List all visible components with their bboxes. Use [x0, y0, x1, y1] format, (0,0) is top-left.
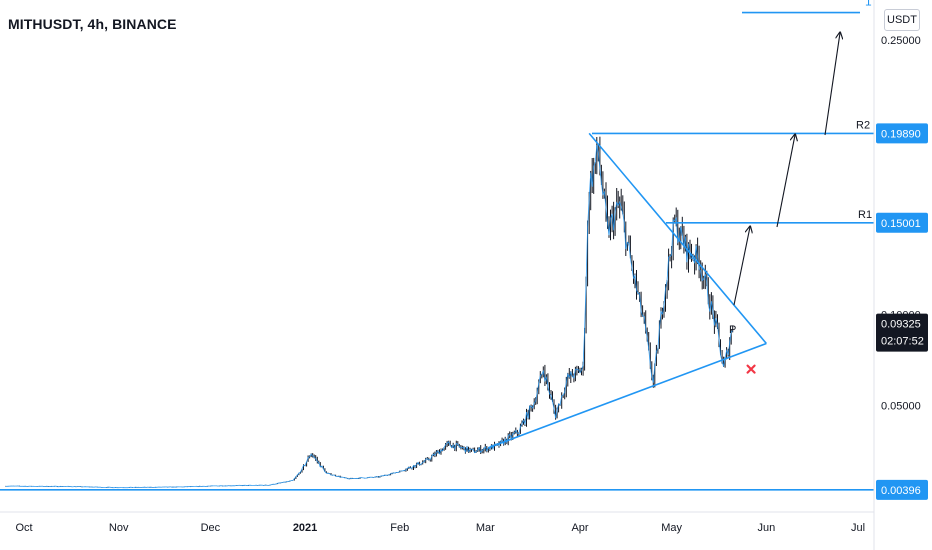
r2-label: R2: [856, 119, 870, 131]
price-label-bg: [876, 212, 928, 233]
projection-arrow-1: [733, 227, 750, 306]
time-tick-label: Feb: [390, 522, 409, 534]
projection-arrow-3: [824, 33, 840, 136]
time-tick-label: Dec: [201, 522, 221, 534]
time-tick-label: 2021: [293, 522, 317, 534]
price-tick-label: 0.25000: [881, 35, 921, 47]
chart-title: MITHUSDT, 4h, BINANCE: [8, 16, 177, 32]
price-label-bg: [876, 479, 928, 500]
price-label-bg: [876, 123, 928, 144]
triangle-upper-trendline: [588, 132, 767, 345]
r1-label: R1: [858, 209, 872, 221]
target-number-label: 1: [865, 0, 872, 9]
price-tick-label: 0.05000: [881, 401, 921, 413]
drawings-layer: R2 R1 P 1: [0, 0, 874, 491]
triangle-lower-trendline: [488, 342, 767, 449]
time-tick-label: Nov: [109, 522, 129, 534]
time-tick-label: Apr: [571, 522, 588, 534]
bar-countdown-text: 02:07:52: [881, 336, 924, 348]
price-series-line: [5, 144, 733, 489]
time-tick-label: Mar: [476, 522, 495, 534]
current-price-label-bg: [876, 313, 928, 352]
time-tick-label: Oct: [15, 522, 32, 534]
pattern-p-label: P: [729, 324, 736, 336]
currency-unit-button[interactable]: USDT: [884, 9, 920, 31]
price-series-layer: [5, 136, 734, 489]
price-label-text: 0.00396: [881, 485, 921, 497]
time-tick-label: Jun: [757, 522, 775, 534]
time-tick-label: Jul: [851, 522, 865, 534]
price-label-text: 0.19890: [881, 128, 921, 140]
projection-arrow-2: [776, 135, 795, 228]
stop-marker-icon: [746, 364, 756, 374]
time-tick-label: May: [661, 522, 682, 534]
current-price-text: 0.09325: [881, 319, 921, 331]
price-label-text: 0.15001: [881, 218, 921, 230]
